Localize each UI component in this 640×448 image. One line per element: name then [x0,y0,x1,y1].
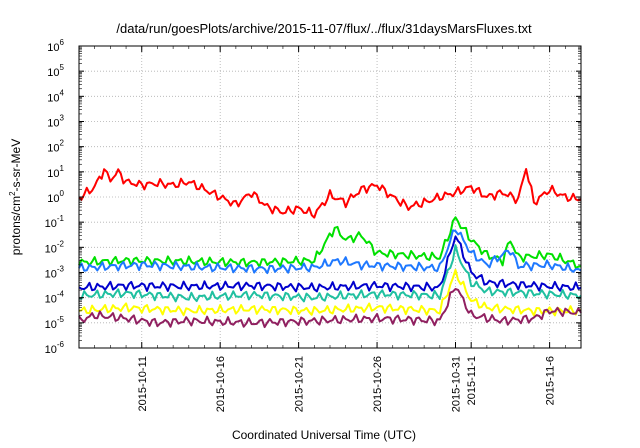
x-tick-label: 2015-10-11 [137,356,149,411]
y-tick-label: 103 [47,114,64,130]
series-line [78,216,582,269]
y-tick-label: 10-1 [45,214,65,230]
y-tick-label: 100 [47,189,64,205]
series-line [78,268,582,317]
y-tick-label: 106 [47,38,64,54]
series-line [78,288,582,329]
chart-title: /data/run/goesPlots/archive/2015-11-07/f… [116,21,532,36]
y-axis: 10-6 10-5 10-4 10-3 10-2 10-1 100 101 102 103 104 1… [45,38,581,356]
y-tick-label: 10-5 [45,315,65,331]
y-tick-label: 10-2 [45,239,65,255]
y-tick-label: 10-6 [45,340,65,356]
x-axis: 2015-10-11 2015-10-16 2015-10-21 2015-10-26… [78,46,582,412]
y-tick-label: 10-4 [45,290,65,306]
x-tick-label: 2015-10-21 [294,356,306,412]
series-line [78,244,582,303]
y-tick-label: 101 [47,164,64,180]
grid [79,46,581,348]
x-tick-label: 2015-10-26 [372,356,384,412]
y-tick-label: 10-3 [45,265,65,281]
x-tick-label: 2015-10-16 [215,356,227,412]
x-axis-label: Coordinated Universal Time (UTC) [232,428,416,442]
series-line [78,229,582,275]
series-group [78,168,582,329]
series-line [78,168,582,219]
y-tick-label: 102 [47,139,64,155]
series-line [78,235,582,293]
y-tick-label: 104 [47,88,64,104]
x-tick-label: 2015-11-1 [466,356,478,405]
y-tick-label: 105 [47,63,64,79]
y-axis-label: protons/cm2-s-sr-MeV [8,139,23,255]
x-tick-label: 2015-10-31 [451,356,463,412]
x-tick-label: 2015-11-6 [545,356,557,405]
